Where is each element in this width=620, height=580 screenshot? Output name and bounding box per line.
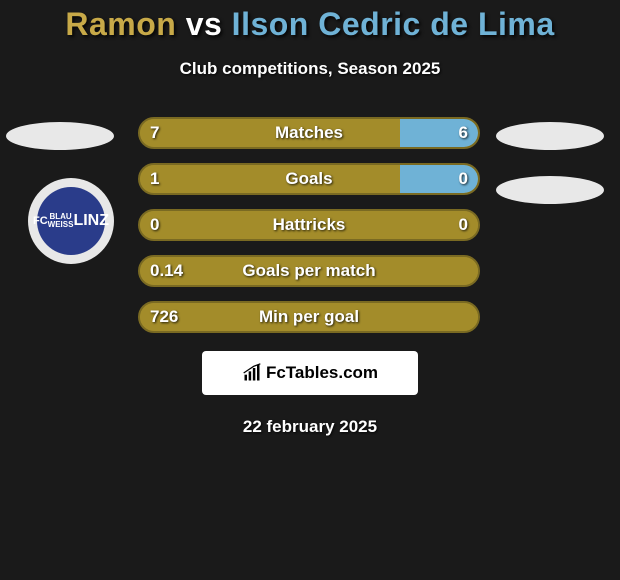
chart-icon [242,363,262,383]
stat-label: Goals [285,169,332,189]
branding-box: FcTables.com [202,351,418,395]
branding-text: FcTables.com [266,363,378,383]
club-badge-line: LINZ [73,213,109,229]
stat-left-value: 0.14 [150,261,183,281]
stat-bar-track: 726 Min per goal [138,301,480,333]
club-badge-inner: FCBLAU WEISSLINZ [37,187,105,255]
stat-bar-track: 0 0 Hattricks [138,209,480,241]
stat-label: Min per goal [259,307,359,327]
subtitle: Club competitions, Season 2025 [0,59,620,79]
stat-left-value: 7 [150,123,159,143]
stat-bar-left-fill [140,119,400,147]
player1-name: Ramon [65,6,176,42]
comparison-title: Ramon vs Ilson Cedric de Lima [0,6,620,43]
side-ellipse [496,122,604,150]
stat-row: 0.14 Goals per match [0,255,620,287]
stat-bar-track: 0.14 Goals per match [138,255,480,287]
club-badge-line: BLAU WEISS [48,213,74,229]
stat-label: Matches [275,123,343,143]
club-badge: FCBLAU WEISSLINZ [28,178,114,264]
stat-left-value: 726 [150,307,178,327]
club-badge-line: FC [33,216,48,227]
stat-label: Goals per match [242,261,375,281]
stat-bar-track: 1 0 Goals [138,163,480,195]
stat-left-value: 0 [150,215,159,235]
stat-right-value: 0 [459,215,468,235]
stat-right-value: 6 [459,123,468,143]
player2-name: Ilson Cedric de Lima [232,6,555,42]
stat-bar-track: 7 6 Matches [138,117,480,149]
side-ellipse [6,122,114,150]
stat-left-value: 1 [150,169,159,189]
date-text: 22 february 2025 [0,417,620,437]
side-ellipse [496,176,604,204]
stat-label: Hattricks [273,215,346,235]
stat-row: 726 Min per goal [0,301,620,333]
stat-right-value: 0 [459,169,468,189]
stat-bar-left-fill [140,165,400,193]
vs-text: vs [186,6,223,42]
